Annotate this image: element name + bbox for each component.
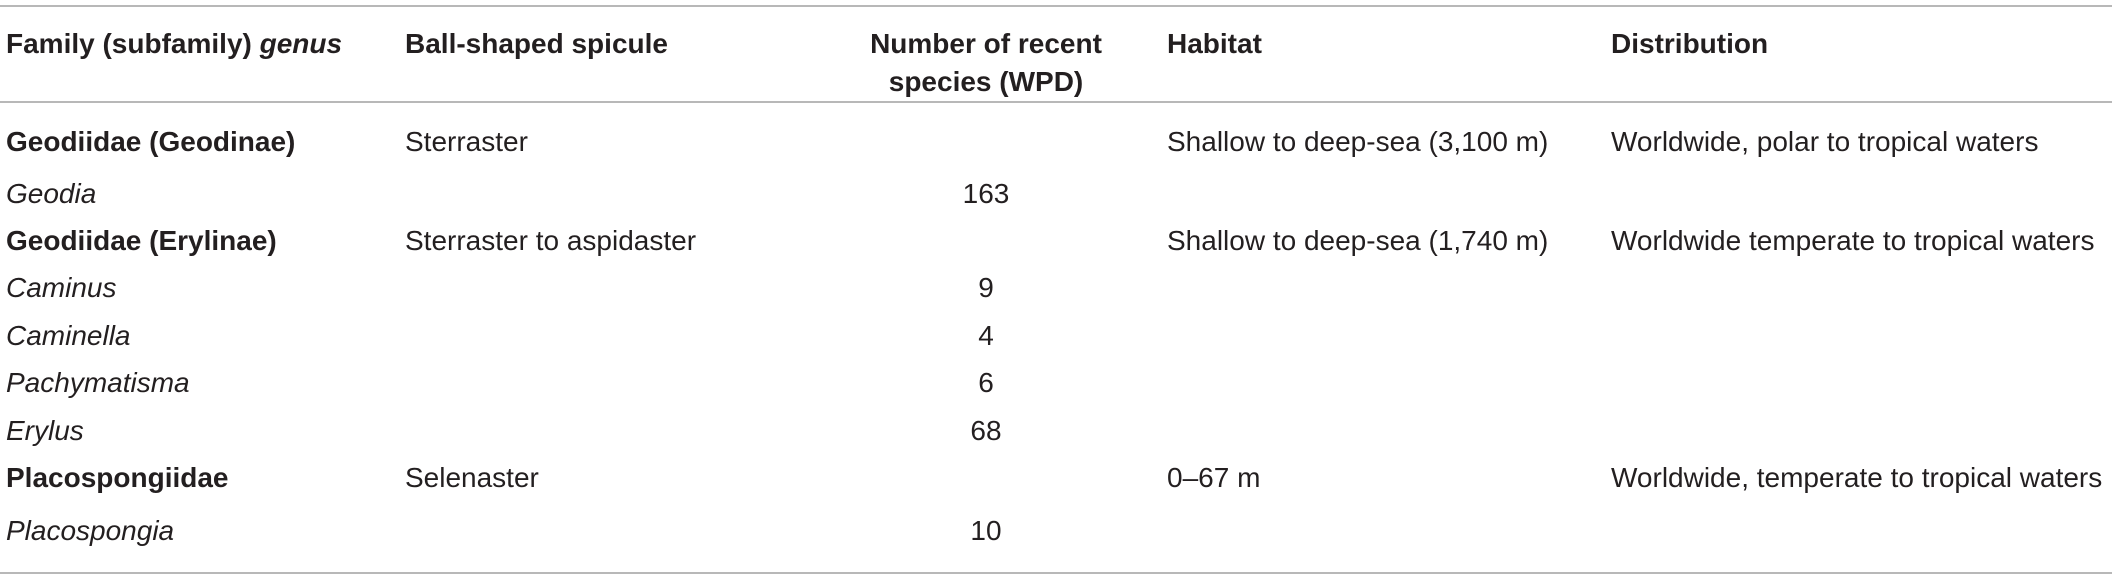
row-habitat: Shallow to deep-sea (1,740 m)	[1167, 225, 1549, 257]
row-habitat	[1167, 502, 1611, 573]
table-row: Caminus 9	[0, 265, 2112, 312]
row-distribution	[1611, 265, 2112, 312]
row-name: Placospongiidae	[6, 462, 229, 494]
table-row: Geodiidae (Erylinae) Sterraster to aspid…	[0, 217, 2112, 264]
table-row: Geodia 163	[0, 170, 2112, 217]
row-spicule	[405, 312, 805, 359]
row-species: 163	[962, 177, 1010, 209]
row-name: Placospongia	[6, 514, 175, 546]
row-habitat	[1167, 170, 1611, 217]
row-habitat	[1167, 265, 1611, 312]
row-spicule	[405, 407, 805, 454]
header-spicule: Ball-shaped spicule	[405, 5, 805, 103]
row-habitat	[1167, 312, 1611, 359]
row-spicule	[405, 265, 805, 312]
row-name: Caminus	[6, 272, 117, 304]
header-row: Family (subfamily) genus Ball-shaped spi…	[0, 5, 2112, 103]
table-body: Geodiidae (Geodinae) Sterraster Shallow …	[0, 102, 2112, 573]
row-spicule: Sterraster	[405, 125, 528, 157]
row-species	[805, 217, 1167, 264]
row-name: Geodia	[6, 177, 97, 209]
header-genus-word: genus	[259, 28, 343, 59]
table-row: Placospongia 10	[0, 502, 2112, 573]
row-species: 10	[970, 514, 1002, 546]
row-distribution: Worldwide, polar to tropical waters	[1611, 125, 2039, 157]
row-name: Geodiidae (Geodinae)	[6, 125, 296, 157]
table-row: Placospongiidae Selenaster 0–67 m Worldw…	[0, 454, 2112, 501]
header-species-line2: species (WPD)	[888, 66, 1084, 97]
row-spicule	[405, 170, 805, 217]
header-species: Number of recent species (WPD)	[805, 5, 1167, 103]
header-distribution: Distribution	[1611, 5, 2112, 103]
row-name: Geodiidae (Erylinae)	[6, 225, 277, 257]
table-row: Caminella 4	[0, 312, 2112, 359]
row-distribution	[1611, 312, 2112, 359]
row-spicule	[405, 502, 805, 573]
row-species	[805, 454, 1167, 501]
row-name: Pachymatisma	[6, 367, 190, 399]
row-distribution: Worldwide temperate to tropical waters	[1611, 225, 2095, 257]
table-row: Geodiidae (Geodinae) Sterraster Shallow …	[0, 102, 2112, 170]
header-family: Family (subfamily) genus	[0, 5, 405, 103]
row-habitat	[1167, 360, 1611, 407]
row-distribution	[1611, 502, 2112, 573]
row-spicule: Selenaster	[405, 462, 539, 494]
row-species: 9	[978, 272, 994, 304]
row-species: 68	[970, 414, 1002, 446]
row-species: 6	[978, 367, 994, 399]
row-species: 4	[978, 319, 994, 351]
row-distribution	[1611, 170, 2112, 217]
header-family-text: Family (subfamily)	[6, 28, 260, 59]
row-habitat: Shallow to deep-sea (3,100 m)	[1167, 125, 1549, 157]
species-table: Family (subfamily) genus Ball-shaped spi…	[0, 5, 2112, 574]
header-habitat: Habitat	[1167, 5, 1611, 103]
row-name: Caminella	[6, 319, 131, 351]
row-distribution: Worldwide, temperate to tropical waters	[1611, 462, 2103, 494]
row-species	[805, 102, 1167, 170]
row-spicule	[405, 360, 805, 407]
row-habitat	[1167, 407, 1611, 454]
row-habitat: 0–67 m	[1167, 462, 1261, 494]
table-header: Family (subfamily) genus Ball-shaped spi…	[0, 5, 2112, 103]
row-distribution	[1611, 407, 2112, 454]
table-row: Pachymatisma 6	[0, 360, 2112, 407]
table-row: Erylus 68	[0, 407, 2112, 454]
row-spicule: Sterraster to aspidaster	[405, 225, 697, 257]
row-name: Erylus	[6, 414, 84, 446]
header-species-line1: Number of recent	[870, 28, 1102, 59]
row-distribution	[1611, 360, 2112, 407]
